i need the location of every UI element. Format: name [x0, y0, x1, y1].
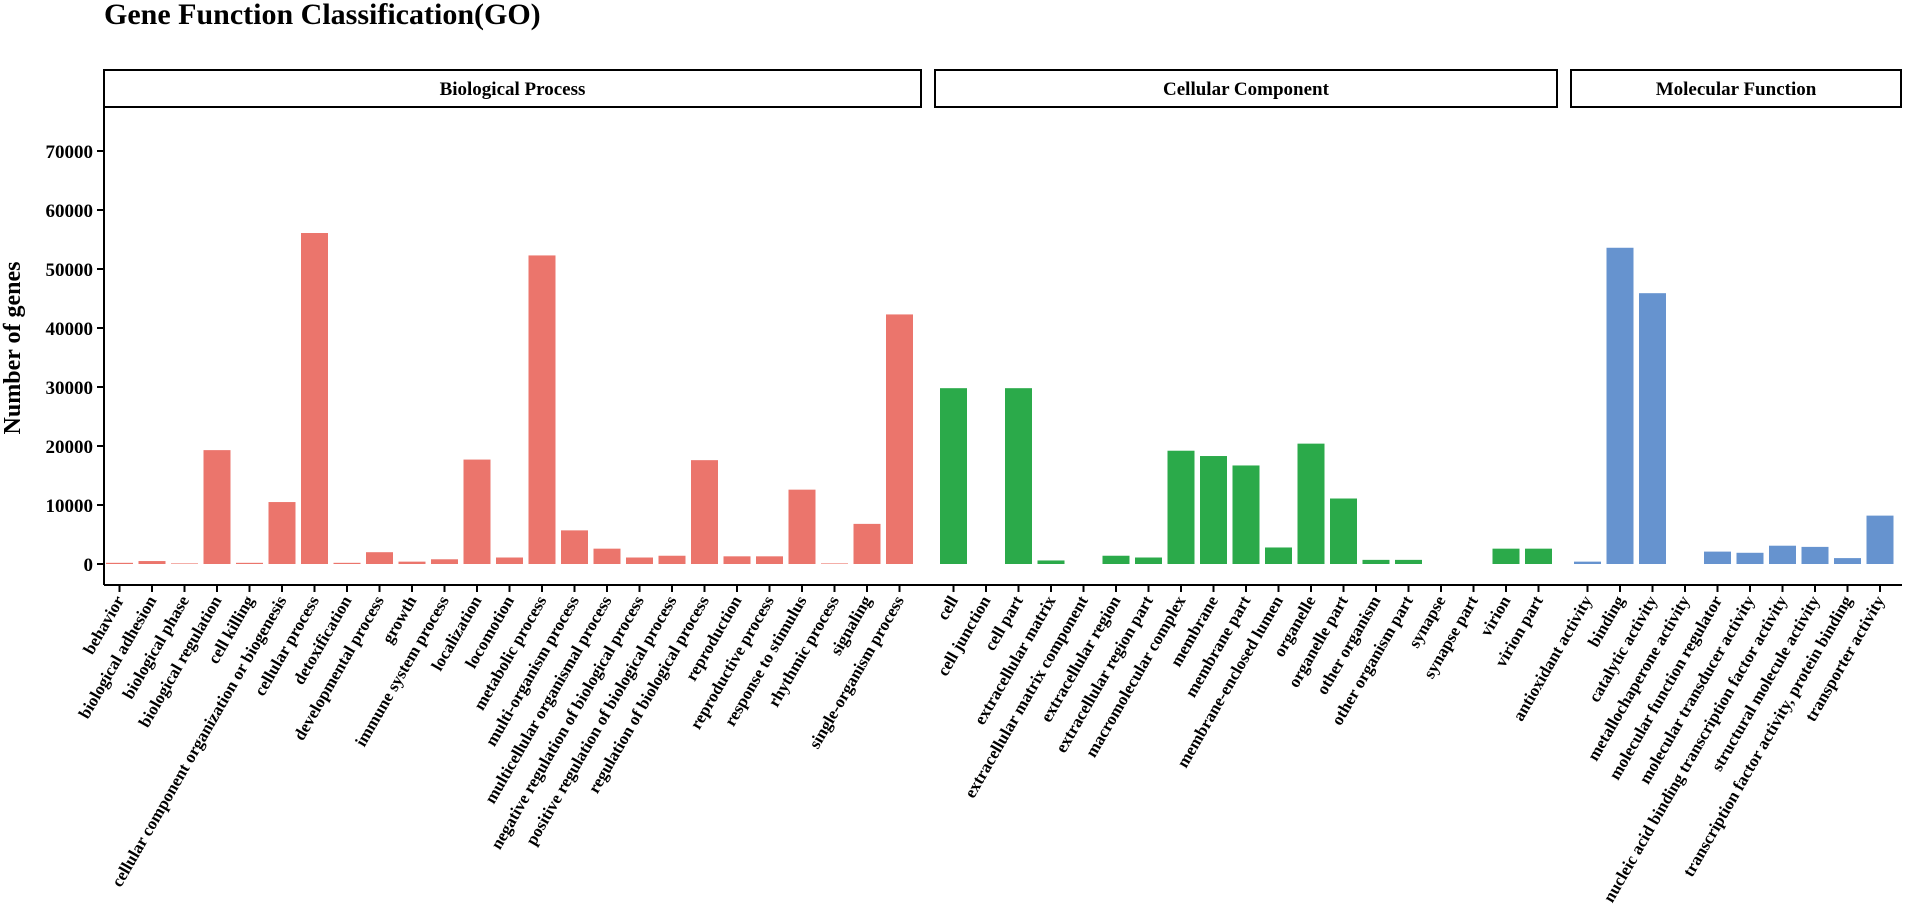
bar-rhythmic-process	[821, 563, 848, 564]
bar-membrane-part	[1232, 465, 1260, 564]
bar-behavior	[106, 562, 133, 564]
y-tick-label: 10000	[46, 496, 94, 517]
y-axis-label: Number of genes	[0, 262, 26, 435]
bar-structural-molecule-activity	[1801, 546, 1829, 564]
bar-biological-adhesion	[138, 561, 166, 564]
bar-extracellular-region	[1102, 555, 1130, 564]
bar-regulation-of-biological-process	[691, 460, 718, 564]
bar-biological-regulation	[203, 450, 231, 564]
bar-extracellular-region-part	[1135, 557, 1162, 564]
bar-cellular-component-organization-or-biogenesis	[268, 502, 296, 564]
y-tick-label: 30000	[46, 378, 94, 399]
bar-other-organism	[1362, 559, 1390, 564]
bar-cellular-process	[301, 233, 328, 564]
bar-localization	[463, 459, 491, 564]
bar-macromolecular-complex	[1167, 450, 1195, 564]
y-axis-ticks: 0 10000 20000 30000 40000 50000 60000 70000	[46, 142, 104, 576]
facet-strip	[934, 69, 1558, 108]
bar-other-organism-part	[1395, 559, 1422, 564]
facet-strip-label: Cellular Component	[1163, 79, 1330, 100]
bar-molecular-transducer-activity	[1736, 552, 1764, 564]
bar-multicellular-organismal-process	[593, 548, 621, 564]
bar-detoxification	[333, 562, 361, 564]
bar-cell	[940, 388, 967, 564]
y-tick-label: 70000	[46, 142, 94, 163]
bar-nucleic-acid-binding-transcription-factor-activity	[1769, 545, 1796, 564]
facet-strip	[1570, 69, 1902, 108]
bar-organelle	[1297, 443, 1325, 564]
bar-membrane	[1200, 456, 1227, 564]
bar-metabolic-process	[528, 255, 556, 564]
bar-single-organism-process	[886, 314, 913, 564]
x-tick-label: cell	[933, 592, 962, 623]
chart-title: Gene Function Classification(GO)	[104, 0, 541, 31]
bar-transcription-factor-activity-protein-binding	[1834, 558, 1861, 564]
facet-strip-label: Biological Process	[440, 79, 586, 100]
bar-signaling	[853, 523, 881, 564]
bar-biological-phase	[171, 563, 198, 564]
bar-binding	[1606, 247, 1634, 564]
bar-locomotion	[496, 557, 523, 564]
y-tick-label: 50000	[46, 260, 94, 281]
facet-strip	[103, 69, 922, 108]
bar-extracellular-matrix	[1037, 560, 1065, 564]
bar-growth	[398, 561, 426, 564]
bar-molecular-function-regulator	[1704, 551, 1731, 564]
bar-positive-regulation-of-biological-process	[658, 555, 686, 564]
facet-strip-label: Molecular Function	[1656, 79, 1817, 100]
bar-cell-killing	[236, 562, 263, 564]
bar-response-to-stimulus	[788, 489, 816, 564]
bar-immune-system-process	[431, 559, 458, 564]
bar-virion-part	[1525, 548, 1552, 564]
bar-membrane-enclosed-lumen	[1265, 547, 1292, 564]
bar-organelle-part	[1330, 498, 1357, 564]
y-tick-label: 40000	[46, 319, 94, 340]
bar-transporter-activity	[1866, 515, 1894, 564]
y-tick-label: 20000	[46, 437, 94, 458]
bar-virion	[1492, 548, 1520, 564]
bar-reproduction	[723, 556, 751, 564]
bar-multi-organism-process	[561, 530, 588, 564]
bar-negative-regulation-of-biological-process	[626, 557, 653, 564]
bar-developmental-process	[366, 552, 393, 564]
bar-cell-part	[1005, 388, 1032, 564]
y-tick-label: 0	[84, 555, 94, 576]
bar-reproductive-process	[756, 556, 783, 564]
bar-antioxidant-activity	[1574, 561, 1601, 564]
bar-catalytic-activity	[1639, 293, 1666, 564]
y-tick-label: 60000	[46, 201, 94, 222]
